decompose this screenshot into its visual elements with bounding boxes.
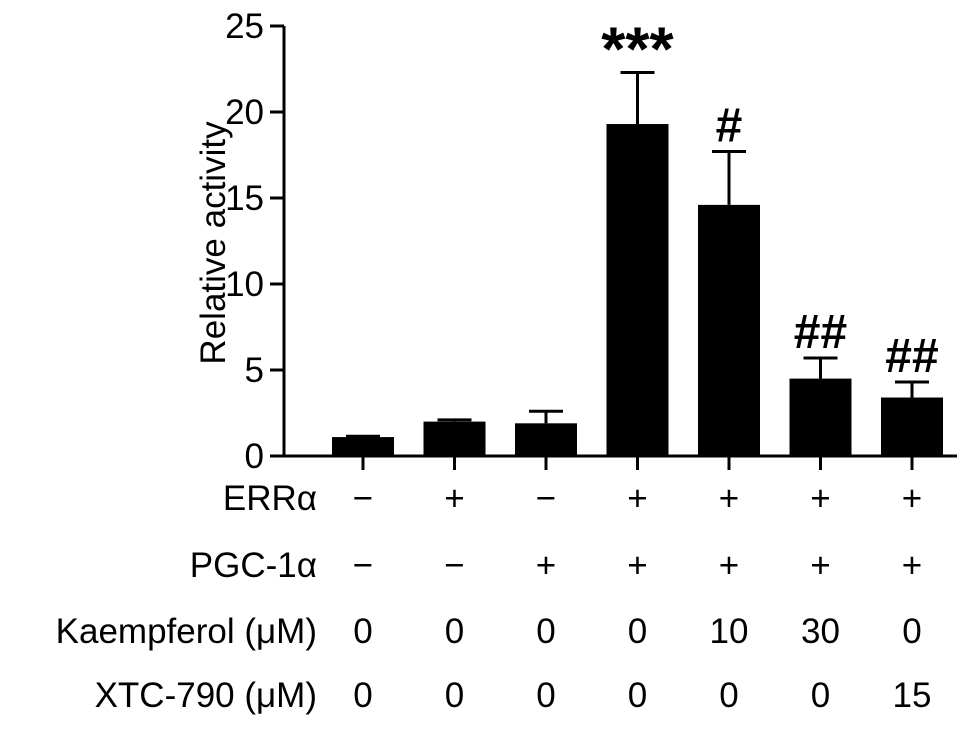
- condition-value: +: [719, 546, 739, 585]
- significance-label: ##: [794, 306, 847, 359]
- condition-value: 0: [445, 676, 464, 715]
- bars: [332, 124, 943, 456]
- y-tick-label: 10: [225, 265, 264, 304]
- condition-value: 10: [710, 612, 749, 651]
- condition-value: 0: [353, 612, 372, 651]
- condition-value: −: [353, 479, 373, 518]
- condition-value: +: [902, 546, 922, 585]
- y-tick-label: 0: [245, 437, 264, 476]
- condition-value: +: [810, 479, 830, 518]
- y-tick-label: 25: [225, 7, 264, 46]
- y-axis-label: Relative activity: [194, 121, 233, 365]
- condition-value: 0: [719, 676, 738, 715]
- condition-value: −: [353, 546, 373, 585]
- condition-value: 0: [445, 612, 464, 651]
- significance-label: #: [716, 100, 743, 153]
- bar: [423, 421, 486, 456]
- condition-value: 0: [628, 612, 647, 651]
- condition-label: ERRα: [223, 479, 317, 518]
- condition-value: +: [627, 546, 647, 585]
- bar: [789, 378, 852, 456]
- condition-value: +: [627, 479, 647, 518]
- condition-value: 0: [902, 612, 921, 651]
- condition-value: 30: [801, 612, 840, 651]
- y-tick-label: 20: [225, 93, 264, 132]
- condition-label: PGC-1α: [190, 546, 317, 585]
- condition-value: +: [902, 479, 922, 518]
- condition-value: −: [536, 479, 556, 518]
- condition-value: +: [536, 546, 556, 585]
- condition-value: 0: [353, 676, 372, 715]
- bar: [606, 124, 669, 456]
- condition-value: 0: [628, 676, 647, 715]
- condition-table: ERRα − + − + + + +PGC-1α − − + + + + +Kaempferol (μM) 0…: [56, 479, 932, 715]
- condition-value: 0: [536, 612, 555, 651]
- bar: [332, 437, 394, 456]
- x-axis: [282, 454, 957, 470]
- condition-label: XTC-790 (μM): [95, 676, 317, 715]
- error-bars: [346, 70, 929, 438]
- significance-label: ##: [885, 330, 938, 383]
- condition-value: 15: [893, 676, 932, 715]
- bar: [515, 423, 577, 456]
- condition-value: +: [810, 546, 830, 585]
- significance-labels: ***### ##: [601, 15, 938, 383]
- condition-label: Kaempferol (μM): [56, 612, 317, 651]
- bar: [881, 397, 943, 456]
- condition-value: +: [719, 479, 739, 518]
- condition-value: +: [444, 479, 464, 518]
- y-axis: 0 5 10 15 20 25: [225, 7, 286, 476]
- condition-value: −: [444, 546, 464, 585]
- y-tick-label: 15: [225, 179, 264, 218]
- significance-label: ***: [601, 15, 674, 84]
- y-tick-label: 5: [245, 351, 264, 390]
- bar: [698, 204, 760, 456]
- condition-value: 0: [811, 676, 830, 715]
- condition-value: 0: [536, 676, 555, 715]
